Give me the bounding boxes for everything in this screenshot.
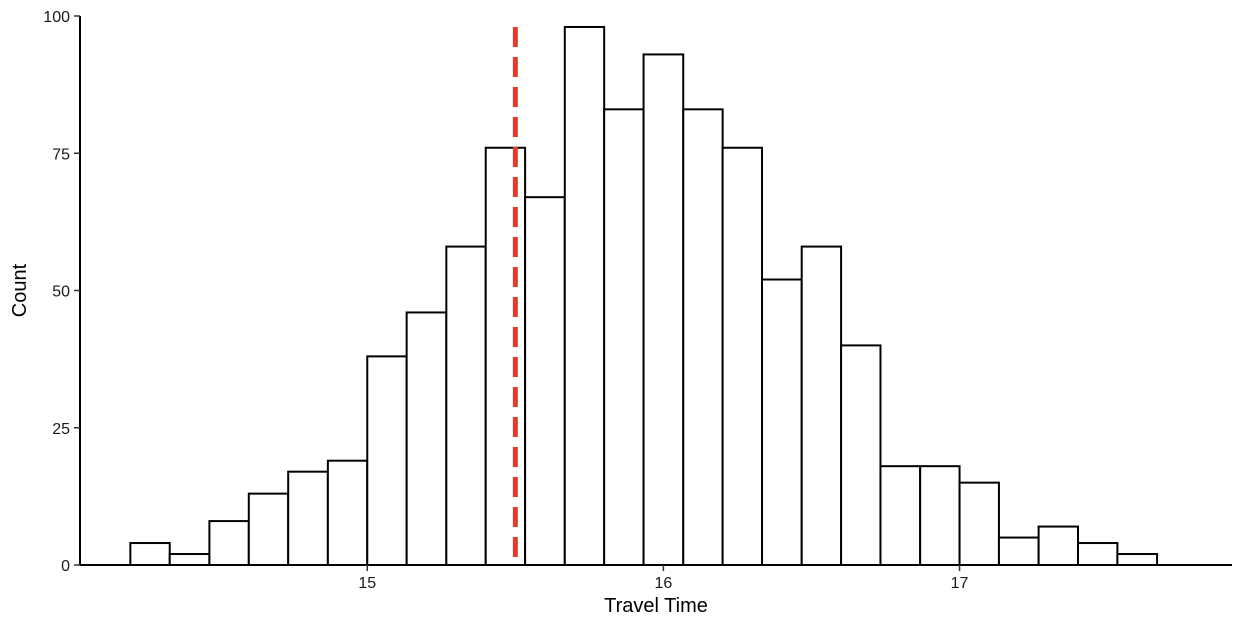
histogram-bar bbox=[326, 459, 369, 566]
histogram-bar bbox=[563, 25, 606, 567]
histogram-bar bbox=[405, 311, 448, 566]
histogram-bar bbox=[642, 53, 685, 567]
histogram-bar bbox=[1116, 553, 1159, 567]
x-tick-label: 17 bbox=[951, 575, 969, 592]
y-tick-label: 100 bbox=[43, 9, 70, 26]
histogram-bar bbox=[840, 344, 882, 566]
x-axis-ticks: 15 16 17 bbox=[358, 565, 969, 592]
histogram-bar bbox=[682, 108, 724, 567]
y-axis-ticks: 0 25 50 75 100 bbox=[43, 9, 80, 575]
histogram-bar bbox=[168, 553, 211, 567]
histogram-bars bbox=[129, 25, 1159, 567]
histogram-bar bbox=[524, 196, 566, 566]
y-tick-label: 50 bbox=[52, 284, 70, 301]
histogram-bar bbox=[445, 245, 487, 567]
histogram-bar bbox=[1077, 542, 1119, 566]
histogram-bar bbox=[761, 278, 803, 566]
histogram-bar bbox=[366, 355, 408, 566]
histogram-bar bbox=[800, 245, 843, 567]
x-tick-label: 16 bbox=[655, 575, 673, 592]
histogram-bar bbox=[208, 520, 250, 567]
x-axis-title: Travel Time bbox=[604, 595, 708, 617]
histogram-bar bbox=[919, 465, 961, 566]
y-tick-label: 0 bbox=[61, 558, 70, 575]
x-tick-label: 15 bbox=[358, 575, 376, 592]
histogram-bar bbox=[1037, 525, 1080, 567]
histogram-bar bbox=[879, 465, 922, 566]
y-axis-title: Count bbox=[9, 263, 31, 317]
histogram-bar bbox=[603, 108, 645, 567]
histogram-bar bbox=[287, 470, 329, 567]
histogram-bar bbox=[247, 492, 290, 567]
histogram-bar bbox=[484, 146, 527, 566]
histogram-bar bbox=[958, 481, 1000, 566]
histogram-bar bbox=[721, 146, 764, 566]
y-tick-label: 25 bbox=[52, 421, 70, 438]
histogram-bar bbox=[129, 542, 171, 566]
y-tick-label: 75 bbox=[52, 146, 70, 163]
histogram-bar bbox=[997, 536, 1040, 566]
